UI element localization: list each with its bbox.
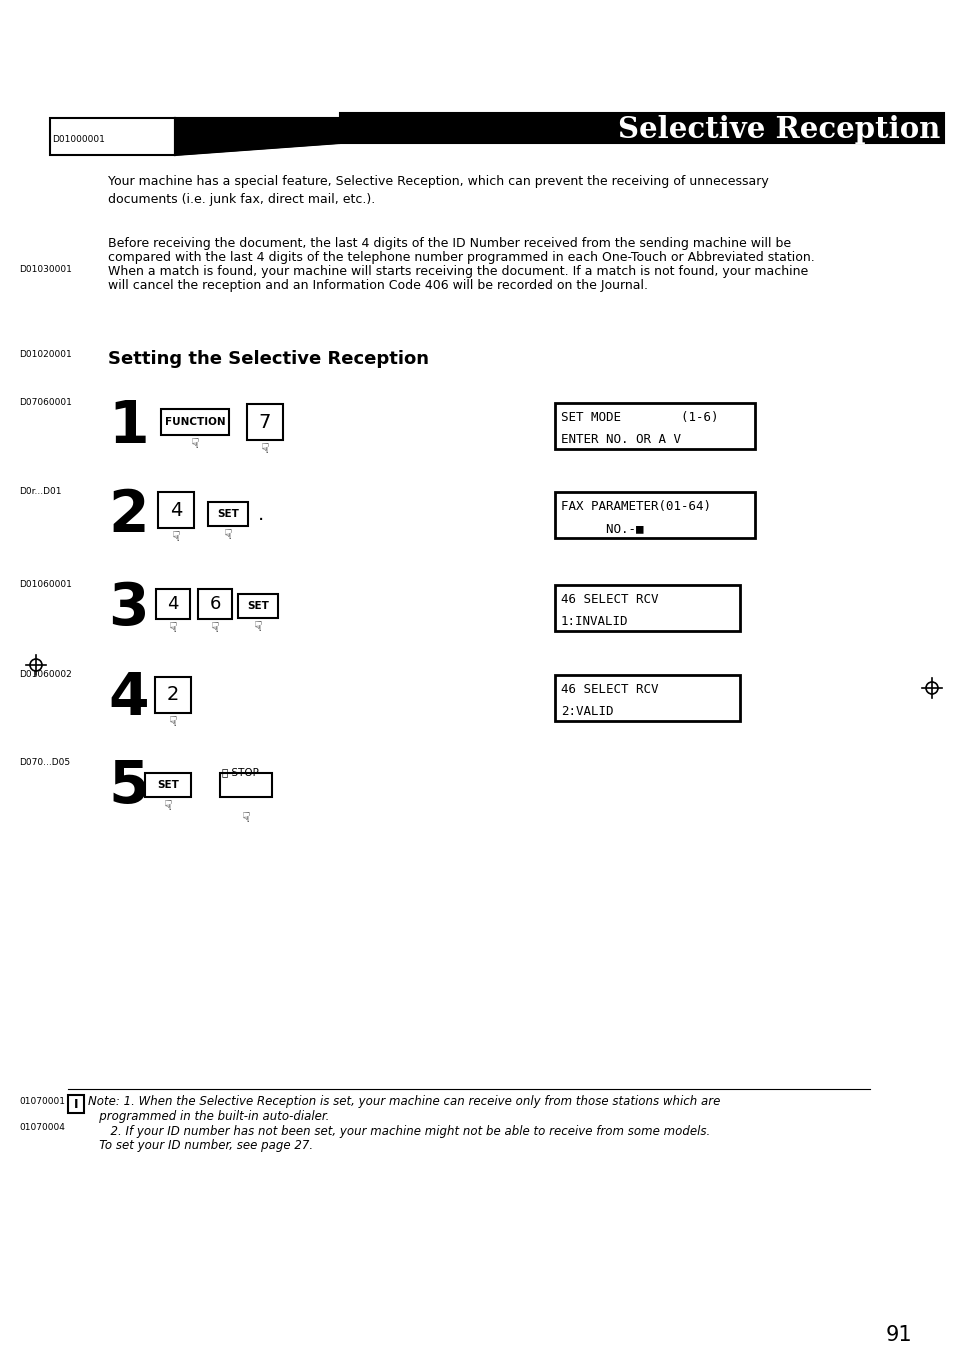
- Text: 46 SELECT RCV: 46 SELECT RCV: [560, 683, 658, 696]
- Bar: [50, 117, 174, 155]
- Text: 1: 1: [108, 398, 149, 455]
- Text: ENTER NO. OR A V: ENTER NO. OR A V: [560, 433, 680, 447]
- Text: FAX PARAMETER(01-64): FAX PARAMETER(01-64): [560, 500, 710, 513]
- Text: 7: 7: [258, 413, 271, 432]
- Text: Setting the Selective Reception: Setting the Selective Reception: [108, 349, 429, 368]
- Text: Note: 1. When the Selective Reception is set, your machine can receive only from: Note: 1. When the Selective Reception is…: [88, 1095, 720, 1108]
- Text: 01070001: 01070001: [19, 1097, 65, 1106]
- Text: SET: SET: [157, 780, 179, 791]
- Bar: [237, 594, 277, 618]
- Text: 4: 4: [170, 500, 182, 519]
- Text: When a match is found, your machine will starts receiving the document. If a mat: When a match is found, your machine will…: [108, 264, 807, 278]
- Text: D01060001: D01060001: [19, 580, 71, 590]
- Text: D07060001: D07060001: [19, 398, 71, 407]
- Text: ☟: ☟: [224, 527, 232, 542]
- Bar: [145, 773, 191, 797]
- Bar: [158, 492, 193, 527]
- Text: ☟: ☟: [241, 811, 250, 826]
- Text: will cancel the reception and an Information Code 406 will be recorded on the Jo: will cancel the reception and an Informa…: [108, 279, 647, 291]
- Bar: [161, 409, 229, 434]
- Bar: [154, 677, 191, 714]
- Text: D0r...D01: D0r...D01: [19, 487, 61, 496]
- Text: D01000001: D01000001: [52, 135, 105, 144]
- Text: SET MODE        (1-6): SET MODE (1-6): [560, 411, 718, 424]
- Bar: [555, 403, 754, 449]
- Text: Before receiving the document, the last 4 digits of the ID Number received from : Before receiving the document, the last …: [108, 237, 790, 250]
- Text: 2: 2: [167, 685, 179, 704]
- Text: 4: 4: [108, 670, 149, 727]
- Text: ☟: ☟: [211, 621, 219, 635]
- Bar: [208, 502, 248, 526]
- Text: 01070004: 01070004: [19, 1122, 65, 1132]
- Text: ☟: ☟: [164, 799, 172, 813]
- Text: I: I: [73, 1098, 78, 1110]
- Text: 2:VALID: 2:VALID: [560, 706, 613, 718]
- Text: D01060002: D01060002: [19, 670, 71, 679]
- Text: 2. If your ID number has not been set, your machine might not be able to receive: 2. If your ID number has not been set, y…: [88, 1125, 709, 1139]
- Text: SET: SET: [247, 602, 269, 611]
- Text: D01020001: D01020001: [19, 349, 71, 359]
- Text: ☟: ☟: [169, 621, 177, 635]
- Text: ☟: ☟: [253, 621, 262, 634]
- Polygon shape: [174, 117, 339, 155]
- Text: To set your ID number, see page 27.: To set your ID number, see page 27.: [88, 1139, 313, 1152]
- Text: 91: 91: [884, 1325, 911, 1345]
- Text: 46 SELECT RCV: 46 SELECT RCV: [560, 594, 658, 606]
- Text: ☟: ☟: [169, 715, 177, 728]
- Text: .: .: [257, 505, 264, 523]
- Bar: [156, 590, 190, 619]
- Text: 4: 4: [167, 595, 178, 612]
- Bar: [198, 590, 232, 619]
- Text: FUNCTION: FUNCTION: [165, 417, 225, 428]
- Text: 2: 2: [108, 487, 149, 544]
- Bar: [220, 773, 272, 797]
- Text: 1:INVALID: 1:INVALID: [560, 615, 628, 629]
- Text: programmed in the built-in auto-dialer.: programmed in the built-in auto-dialer.: [88, 1110, 329, 1122]
- Text: 5: 5: [108, 758, 149, 815]
- Bar: [339, 113, 943, 143]
- Text: Selective Reception: Selective Reception: [618, 115, 939, 143]
- Text: 3: 3: [108, 580, 149, 637]
- Bar: [555, 674, 740, 720]
- Text: ☟: ☟: [172, 530, 180, 544]
- Bar: [247, 403, 283, 440]
- Text: Your machine has a special feature, Selective Reception, which can prevent the r: Your machine has a special feature, Sele…: [108, 175, 768, 206]
- Text: ☟: ☟: [260, 442, 269, 456]
- Text: NO.-■: NO.-■: [560, 522, 643, 536]
- Text: ☟: ☟: [191, 437, 199, 451]
- Text: D070...D05: D070...D05: [19, 758, 71, 768]
- Bar: [555, 585, 740, 631]
- Text: 6: 6: [209, 595, 220, 612]
- Bar: [555, 492, 754, 538]
- Text: SET: SET: [217, 509, 238, 519]
- Bar: [68, 1095, 84, 1113]
- Text: D01030001: D01030001: [19, 264, 71, 274]
- Text: Ⓢ STOP: Ⓢ STOP: [222, 768, 258, 777]
- Text: compared with the last 4 digits of the telephone number programmed in each One-T: compared with the last 4 digits of the t…: [108, 251, 814, 264]
